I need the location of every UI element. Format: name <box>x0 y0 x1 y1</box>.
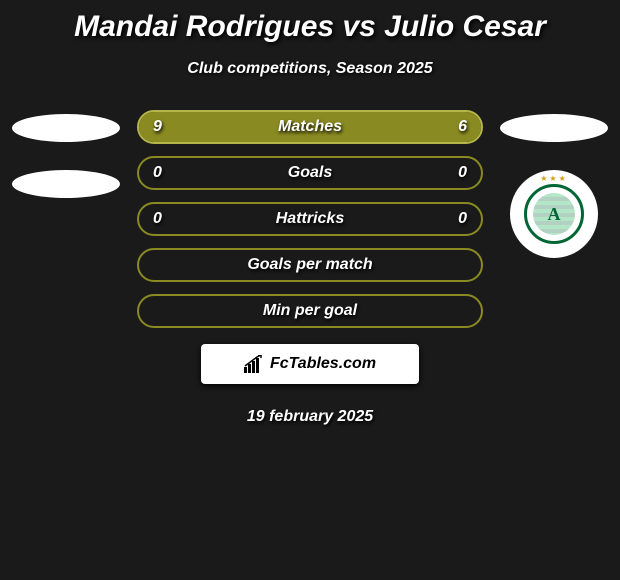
left-player-avatar <box>12 114 120 142</box>
chart-icon <box>244 355 264 373</box>
page-title: Mandai Rodrigues vs Julio Cesar <box>0 10 620 44</box>
brand-text: FcTables.com <box>270 355 376 373</box>
subtitle: Club competitions, Season 2025 <box>0 60 620 78</box>
stat-label: Min per goal <box>263 302 357 320</box>
stat-label: Goals <box>288 164 332 182</box>
left-player-col <box>11 110 121 198</box>
stat-label: Matches <box>278 118 342 136</box>
stat-bar-goals-per-match: Goals per match <box>137 248 483 282</box>
stat-left-value: 0 <box>153 164 162 182</box>
stat-left-value: 0 <box>153 210 162 228</box>
club-stars-icon: ★★★ <box>540 174 568 183</box>
stat-right-value: 6 <box>458 118 467 136</box>
left-club-avatar <box>12 170 120 198</box>
stat-bar-hattricks: 0 Hattricks 0 <box>137 202 483 236</box>
stat-bar-goals: 0 Goals 0 <box>137 156 483 190</box>
right-player-col: ★★★ A <box>499 110 609 258</box>
stat-label: Goals per match <box>247 256 372 274</box>
stat-label: Hattricks <box>276 210 344 228</box>
stat-bar-matches: 9 Matches 6 <box>137 110 483 144</box>
stat-right-value: 0 <box>458 164 467 182</box>
stat-left-value: 9 <box>153 118 162 136</box>
right-club-badge: ★★★ A <box>510 170 598 258</box>
stat-bars: 9 Matches 6 0 Goals 0 0 Hattricks 0 Goals per mat… <box>137 110 483 328</box>
brand-link[interactable]: FcTables.com <box>201 344 419 384</box>
stat-bar-min-per-goal: Min per goal <box>137 294 483 328</box>
club-letters: A <box>548 204 561 225</box>
stat-right-value: 0 <box>458 210 467 228</box>
stats-row: 9 Matches 6 0 Goals 0 0 Hattricks 0 Goals per mat… <box>0 110 620 328</box>
date-text: 19 february 2025 <box>0 408 620 426</box>
right-player-avatar <box>500 114 608 142</box>
